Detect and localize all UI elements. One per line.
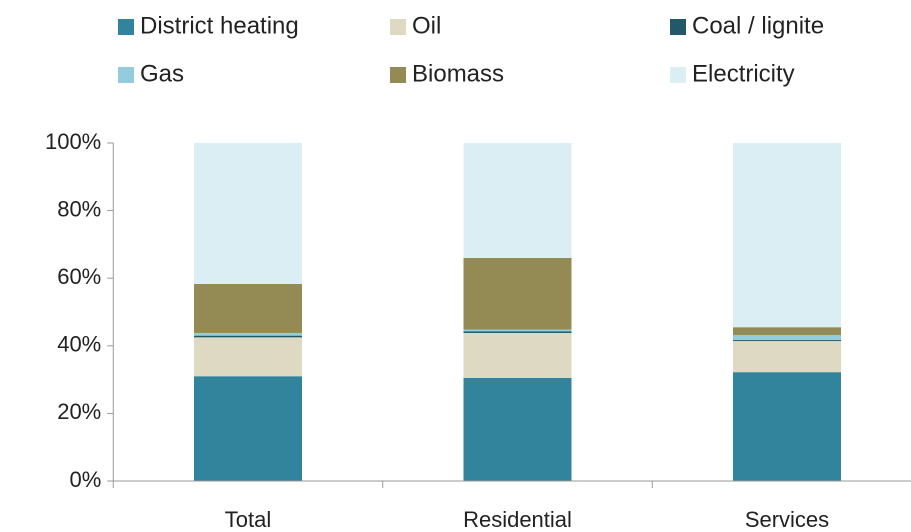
legend-label: Oil <box>412 12 441 39</box>
bar-segment <box>194 283 302 333</box>
x-tick-label: Residential <box>463 507 572 532</box>
bar-segment <box>733 340 841 342</box>
legend-label: Electricity <box>692 60 795 87</box>
legend-swatch <box>670 19 686 35</box>
legend-label: District heating <box>140 12 299 39</box>
bar-segment <box>463 143 572 258</box>
x-tick-label: Total <box>225 507 271 532</box>
y-tick-label: 20% <box>57 399 101 424</box>
bar-segment <box>194 143 302 284</box>
bar-segment <box>194 332 302 336</box>
y-tick-label: 40% <box>57 332 101 357</box>
legend-label: Coal / lignite <box>692 12 824 39</box>
legend-label: Biomass <box>412 60 504 87</box>
legend-swatch <box>390 19 406 35</box>
y-tick-label: 80% <box>57 196 101 221</box>
x-tick-label: Services <box>745 507 829 532</box>
bar-segment <box>463 331 572 333</box>
bar-segment <box>733 327 841 335</box>
bar-segment <box>733 334 841 341</box>
bar-segment <box>463 332 572 378</box>
bar-segment <box>463 377 572 481</box>
legend-swatch <box>118 19 134 35</box>
legend-swatch <box>670 67 686 83</box>
bar-segment <box>194 337 302 377</box>
bar-segment <box>194 335 302 338</box>
bar-segment <box>463 257 572 330</box>
legend: District heating Oil Coal / lignite Gas Biom… <box>118 12 824 87</box>
legend-swatch <box>118 67 134 83</box>
bar-segment <box>733 372 841 481</box>
bar-segment <box>733 143 841 328</box>
bar-segment <box>733 341 841 373</box>
legend-label: Gas <box>140 60 184 87</box>
y-tick-label: 0% <box>69 467 101 492</box>
bar-segment <box>194 376 302 481</box>
y-tick-label: 60% <box>57 264 101 289</box>
legend-swatch <box>390 67 406 83</box>
bar-segment <box>463 329 572 332</box>
y-tick-label: 100% <box>45 129 101 154</box>
